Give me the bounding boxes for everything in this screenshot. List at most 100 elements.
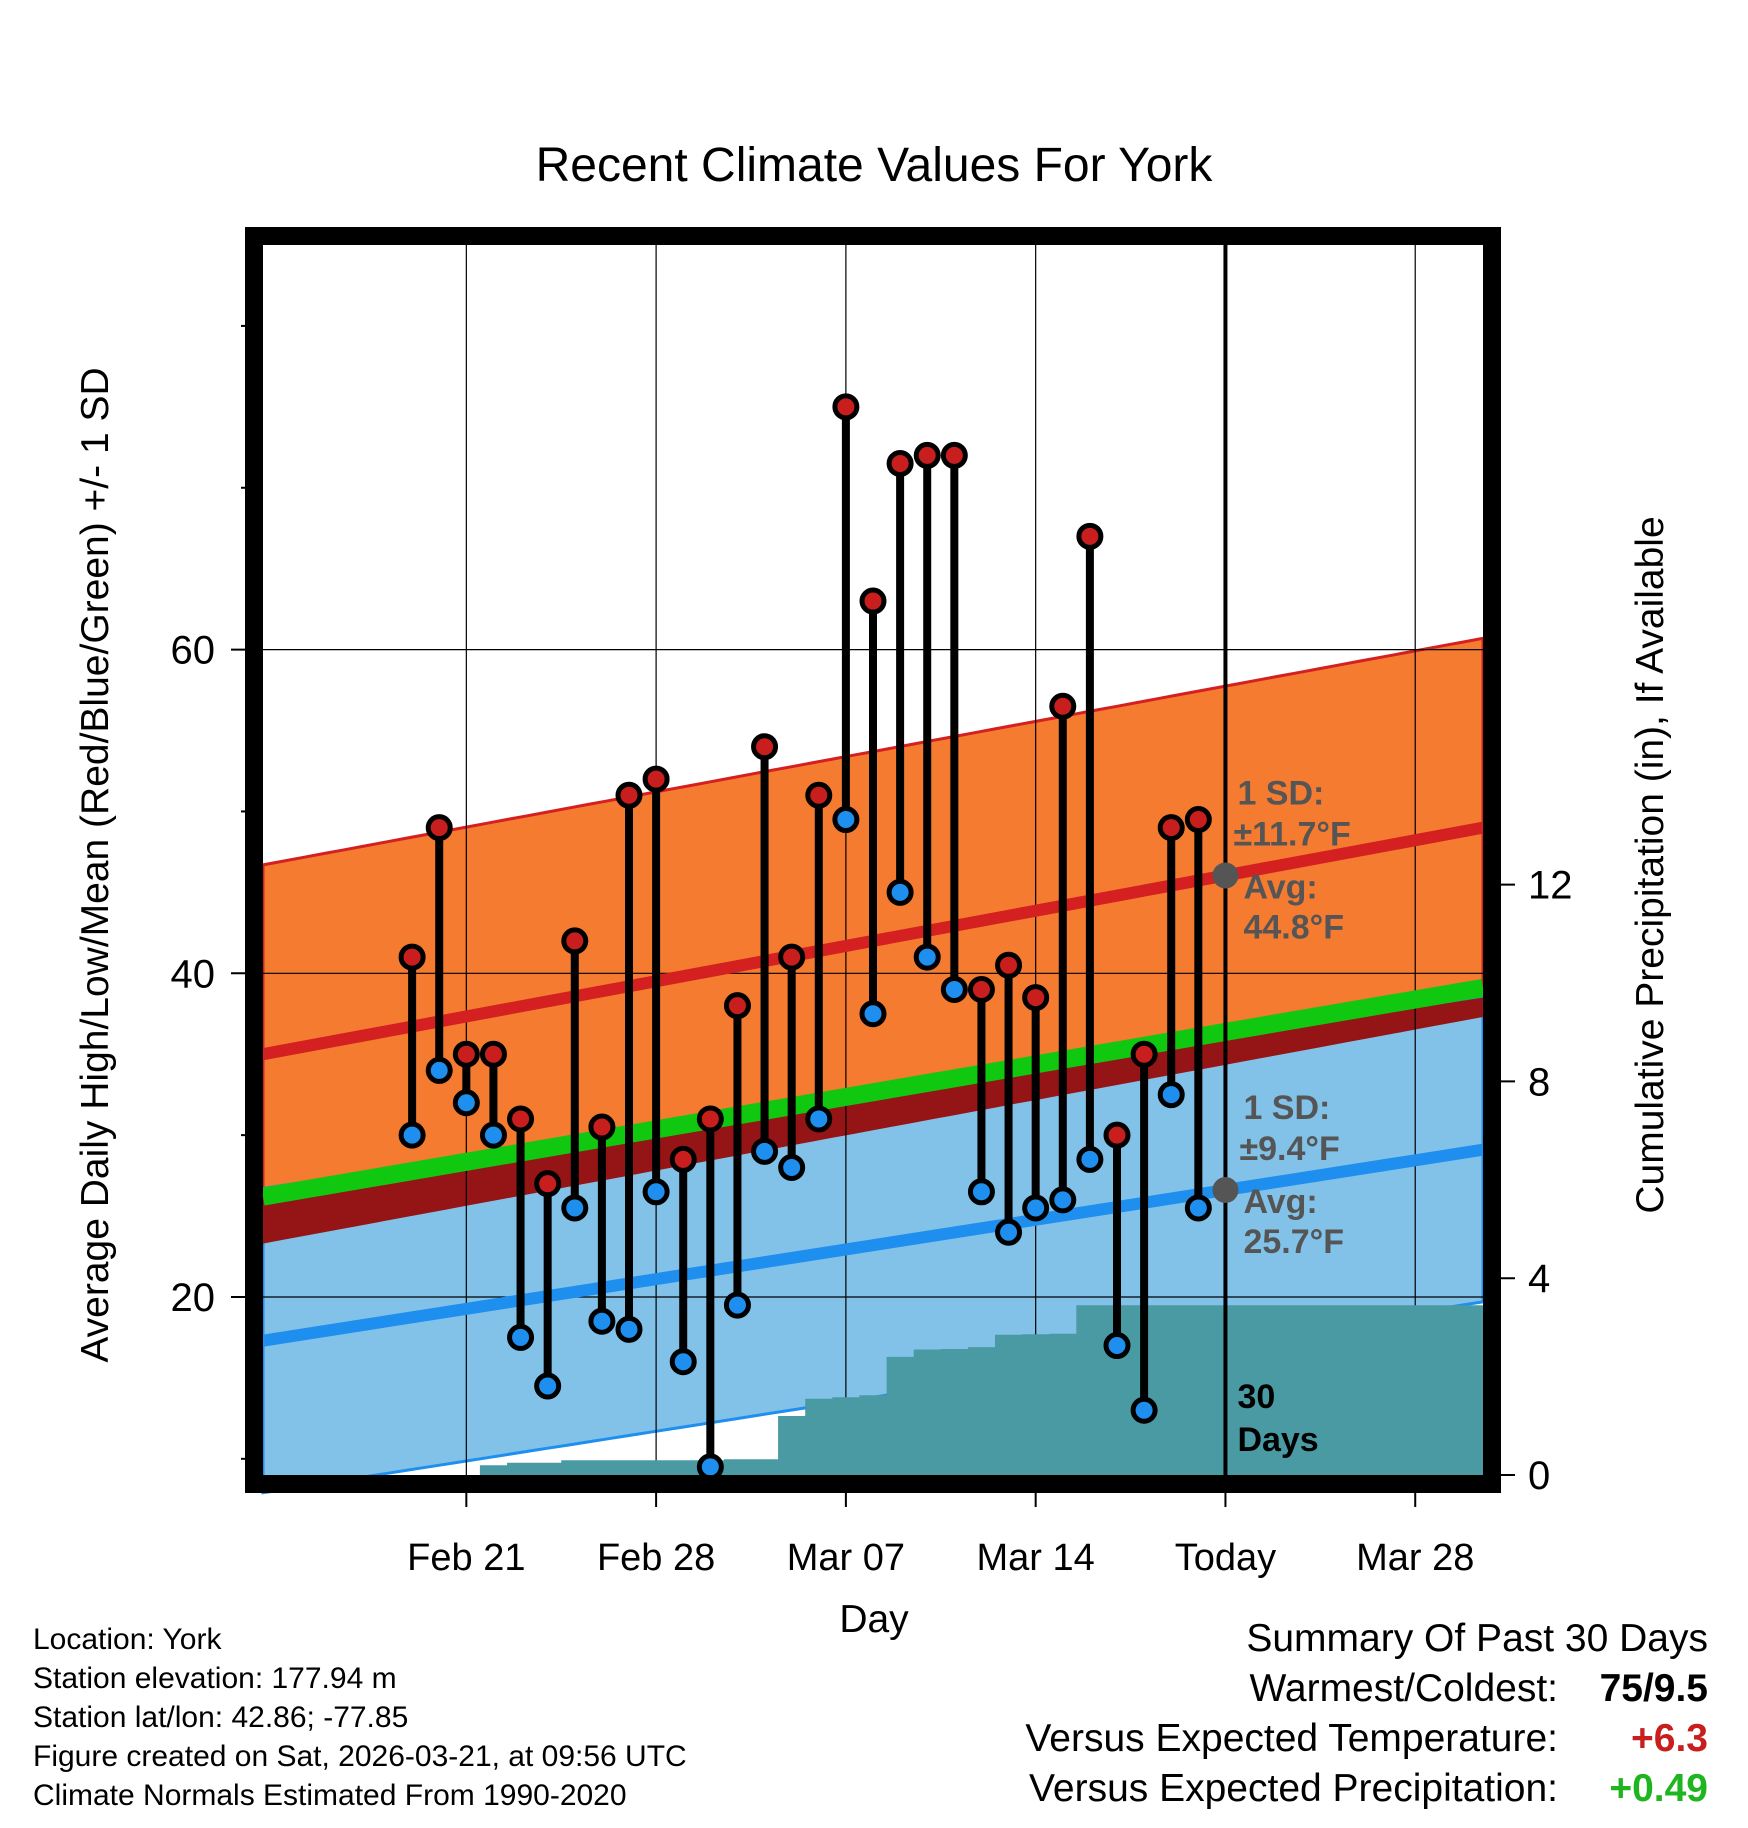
latlon-text: Station lat/lon: 42.86; -77.85	[33, 1701, 409, 1734]
precip-value: +0.49	[1609, 1767, 1708, 1810]
elevation-text: Station elevation: 177.94 m	[33, 1662, 397, 1695]
high-point	[913, 441, 941, 469]
high-point	[642, 765, 670, 793]
warm-label: Warmest/Coldest:	[1249, 1667, 1558, 1710]
x-axis-label: Day	[839, 1598, 909, 1641]
high-point	[561, 927, 589, 955]
high-point	[859, 587, 887, 615]
y2-tick-label: 12	[1528, 864, 1573, 908]
x-tick-label: Feb 21	[407, 1537, 525, 1579]
high-point	[398, 943, 426, 971]
low-point	[940, 975, 968, 1003]
high-point	[967, 975, 995, 1003]
summary-title: Summary Of Past 30 Days	[1246, 1617, 1708, 1660]
high-avg-value: 44.8°F	[1243, 908, 1344, 946]
overlap-band	[263, 997, 1483, 1244]
days-label: Days	[1237, 1421, 1318, 1459]
high-point	[940, 441, 968, 469]
low-point	[561, 1194, 589, 1222]
high-point	[588, 1113, 616, 1141]
low-point	[425, 1056, 453, 1084]
low-avg-line	[262, 1143, 1484, 1347]
high-point	[1130, 1040, 1158, 1068]
low-point	[1049, 1186, 1077, 1214]
low-point	[995, 1218, 1023, 1246]
y-tick-label: 60	[171, 629, 216, 673]
high-point	[805, 781, 833, 809]
chart-title: Recent Climate Values For York	[536, 139, 1214, 192]
low-avg-label: Avg:	[1243, 1183, 1317, 1221]
low-point	[696, 1453, 724, 1481]
high-point	[886, 449, 914, 477]
axes: Feb 21 Feb 28 Mar 07 Mar 14 Today Mar 2820406…	[171, 324, 1573, 1579]
low-point	[886, 878, 914, 906]
high-point	[1076, 522, 1104, 550]
low-point	[913, 943, 941, 971]
low-point	[398, 1121, 426, 1149]
high-avg-label: Avg:	[1243, 868, 1317, 906]
low-point	[723, 1291, 751, 1319]
low-point	[669, 1348, 697, 1376]
normals-text: Climate Normals Estimated From 1990-2020	[33, 1779, 627, 1812]
created-text: Figure created on Sat, 2026-03-21, at 09…	[33, 1740, 687, 1773]
summary-panel: Summary Of Past 30 Days Warmest/Coldest:…	[1025, 1614, 1708, 1814]
high-point	[723, 992, 751, 1020]
low-avg-value: 25.7°F	[1243, 1223, 1344, 1261]
y2-tick-label: 0	[1528, 1454, 1550, 1498]
x-tick-label: Feb 28	[597, 1537, 715, 1579]
high-point	[1184, 806, 1212, 834]
low-point	[967, 1178, 995, 1206]
high-point	[1049, 692, 1077, 720]
low-point	[832, 806, 860, 834]
high-point	[696, 1105, 724, 1133]
low-point	[1103, 1332, 1131, 1360]
high-point	[507, 1105, 535, 1133]
high-point	[778, 943, 806, 971]
high-point	[1157, 814, 1185, 842]
low-point	[859, 1000, 887, 1028]
low-point	[642, 1178, 670, 1206]
high-point	[832, 393, 860, 421]
plot-frame	[245, 227, 1501, 1493]
high-point	[615, 781, 643, 809]
high-point	[534, 1170, 562, 1198]
high-point	[669, 1145, 697, 1173]
today-markers	[1212, 862, 1239, 1204]
high-point	[452, 1040, 480, 1068]
summary-temp-row: Versus Expected Temperature: +6.3	[1025, 1714, 1708, 1764]
high-point	[995, 951, 1023, 979]
low-point	[778, 1154, 806, 1181]
low-point	[615, 1315, 643, 1343]
temp-value: +6.3	[1631, 1717, 1708, 1760]
x-tick-label: Today	[1175, 1537, 1276, 1579]
low-point	[588, 1307, 616, 1335]
summary-warm-row: Warmest/Coldest: 75/9.5	[1025, 1664, 1708, 1714]
low-point	[479, 1121, 507, 1149]
low-point	[1076, 1145, 1104, 1173]
y2-tick-label: 4	[1528, 1257, 1550, 1301]
low-point	[805, 1105, 833, 1133]
high-sd-value: ±11.7°F	[1233, 815, 1350, 853]
mean-avg-line	[261, 978, 1485, 1206]
y-tick-label: 40	[171, 952, 216, 996]
precip-label: Versus Expected Precipitation:	[1029, 1767, 1558, 1810]
low-point	[1022, 1194, 1050, 1222]
low-point	[534, 1372, 562, 1400]
x-tick-label: Mar 28	[1356, 1537, 1474, 1579]
high-point	[751, 733, 779, 761]
low-point	[452, 1089, 480, 1117]
y2-tick-label: 8	[1528, 1060, 1550, 1104]
summary-precip-row: Versus Expected Precipitation: +0.49	[1025, 1764, 1708, 1814]
location-text: Location: York	[33, 1623, 222, 1656]
observations	[398, 393, 1212, 1481]
temp-label: Versus Expected Temperature:	[1025, 1717, 1558, 1760]
high-point	[1103, 1121, 1131, 1149]
high-point	[1022, 984, 1050, 1012]
low-point	[751, 1137, 779, 1165]
high-sd-label: 1 SD:	[1237, 774, 1324, 812]
high-point	[425, 814, 453, 842]
low-point	[1157, 1081, 1185, 1109]
x-tick-label: Mar 14	[977, 1537, 1095, 1579]
station-info: Location: York Station elevation: 177.94…	[33, 1620, 687, 1815]
today-low-marker	[1212, 1177, 1239, 1204]
